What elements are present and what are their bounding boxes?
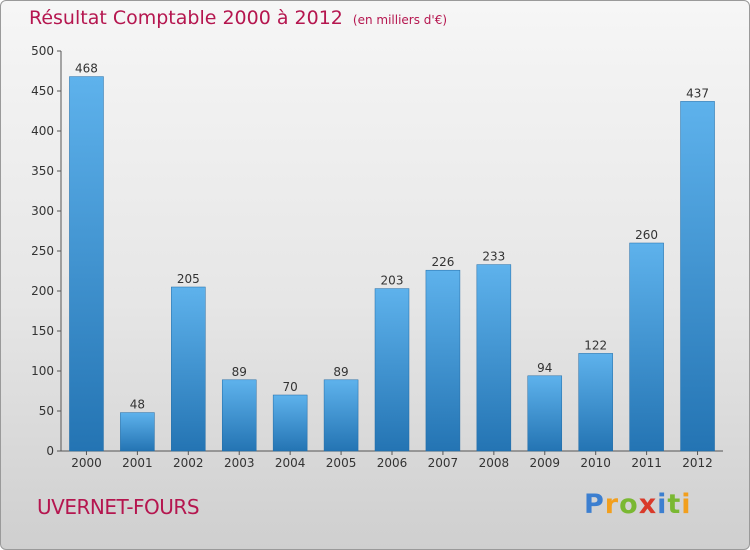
bar-2012 <box>680 101 715 452</box>
data-label-2009: 94 <box>537 361 552 375</box>
data-labels: 468 48 205 89 70 89 203 226 233 94 122 260 437 <box>75 62 709 412</box>
x-tick-label: 2004 <box>275 456 306 470</box>
x-tick-label: 2012 <box>682 456 713 470</box>
y-tick-label: 400 <box>31 124 54 138</box>
logo-letter: i <box>657 489 668 520</box>
x-tick-label: 2000 <box>71 456 102 470</box>
bar-2000 <box>69 76 104 452</box>
y-tick-label: 300 <box>31 204 54 218</box>
y-tick-label: 200 <box>31 284 54 298</box>
data-label-2012: 437 <box>686 86 709 100</box>
chart-header: Résultat Comptable 2000 à 2012 (en millie… <box>29 7 447 29</box>
y-tick-label: 50 <box>39 404 54 418</box>
data-label-2001: 48 <box>130 398 145 412</box>
data-label-2008: 233 <box>482 250 505 264</box>
y-tick-label: 500 <box>31 44 54 58</box>
bar-2008 <box>476 264 512 452</box>
bar-2005 <box>323 379 359 452</box>
data-label-2000: 468 <box>75 62 98 76</box>
logo-letter: i <box>681 489 692 520</box>
y-tick-label: 100 <box>31 364 54 378</box>
data-label-2007: 226 <box>431 255 454 269</box>
x-tick-label: 2008 <box>479 456 510 470</box>
logo-letter: P <box>584 489 605 520</box>
data-label-2010: 122 <box>584 338 607 352</box>
y-tick-label: 450 <box>31 84 54 98</box>
chart-subtitle: (en milliers d'€) <box>352 13 448 27</box>
x-tick-label: 2001 <box>122 456 153 470</box>
data-label-2003: 89 <box>232 365 247 379</box>
bar-2003 <box>221 379 257 452</box>
logo-letter: r <box>604 489 620 520</box>
x-tick-label: 2011 <box>631 456 662 470</box>
x-tick-label: 2002 <box>173 456 204 470</box>
proxiti-logo[interactable]: Proxiti <box>584 489 692 520</box>
bar-2010 <box>578 353 613 452</box>
data-label-2002: 205 <box>177 272 200 286</box>
x-tick-label: 2006 <box>377 456 408 470</box>
bar-2009 <box>527 375 563 452</box>
bar-2004 <box>272 394 308 452</box>
bar-2007 <box>425 269 461 452</box>
x-tick-label: 2007 <box>428 456 459 470</box>
y-tick-label: 150 <box>31 324 54 338</box>
logo-letter: o <box>619 489 639 520</box>
data-label-2005: 89 <box>333 365 348 379</box>
x-tick-label: 2010 <box>580 456 611 470</box>
bar-2011 <box>629 242 664 452</box>
data-label-2004: 70 <box>283 380 298 394</box>
x-tick-label: 2009 <box>529 456 560 470</box>
x-tick-label: 2005 <box>326 456 357 470</box>
logo-letter: x <box>638 489 658 520</box>
data-label-2011: 260 <box>635 228 658 242</box>
bar-series <box>69 76 715 452</box>
bar-2001 <box>120 412 155 452</box>
bar-2006 <box>374 288 410 452</box>
chart-title: Résultat Comptable 2000 à 2012 <box>29 7 343 29</box>
y-tick-label: 350 <box>31 164 54 178</box>
x-tick-label: 2003 <box>224 456 255 470</box>
data-label-2006: 203 <box>381 274 404 288</box>
commune-name: UVERNET-FOURS <box>37 495 200 519</box>
y-tick-label: 250 <box>31 244 54 258</box>
logo-letter: t <box>667 489 682 520</box>
bar-2002 <box>171 286 206 452</box>
y-tick-label: 0 <box>46 444 54 458</box>
